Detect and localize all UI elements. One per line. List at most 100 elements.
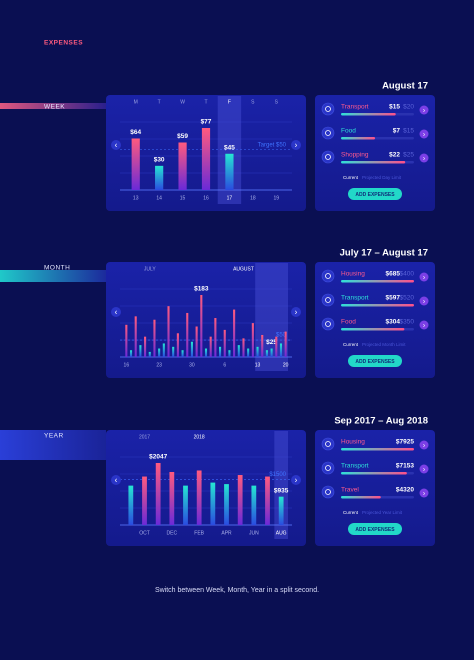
bar [270, 348, 273, 357]
bar [125, 324, 128, 357]
progress-bar [341, 137, 376, 140]
item-arrow-glyph[interactable]: › [423, 131, 426, 138]
item-name: Food [341, 128, 356, 135]
bar [225, 153, 234, 190]
add-button[interactable] [348, 355, 402, 367]
item-arrow[interactable] [419, 320, 429, 330]
item-amount: $7153 [396, 463, 414, 470]
progress-bar [341, 496, 381, 499]
item-arrow-glyph[interactable]: › [423, 442, 426, 449]
bar [148, 351, 151, 357]
nav-arrow[interactable]: ‹ [115, 141, 118, 150]
bottom-label: 15 [180, 195, 186, 201]
item-arrow[interactable] [419, 153, 429, 163]
item-arrow[interactable] [419, 440, 429, 450]
bar [279, 343, 283, 357]
add-button-label[interactable]: ADD EXPENSES [355, 192, 395, 198]
nav-button[interactable] [291, 140, 301, 150]
progress-bar [341, 280, 414, 283]
bar [209, 336, 212, 357]
item-icon-glyph [325, 465, 331, 471]
heading: August 17 [382, 81, 428, 92]
bottom-label: 20 [283, 362, 289, 368]
item-arrow-glyph[interactable]: › [423, 490, 426, 497]
bottom-label: 18 [250, 195, 256, 201]
item-arrow[interactable] [419, 296, 429, 306]
nav-button[interactable] [111, 307, 121, 317]
nav-arrow[interactable]: › [295, 476, 298, 485]
top-label: AUGUST [233, 266, 254, 272]
item-icon-glyph [325, 106, 331, 112]
progress-bar [341, 304, 414, 307]
item-arrow[interactable] [419, 105, 429, 115]
nav-button[interactable] [111, 475, 121, 485]
item-amount: $15 [389, 104, 400, 111]
add-button[interactable] [348, 188, 402, 200]
heading: Sep 2017 – Aug 2018 [334, 416, 428, 427]
item-arrow[interactable] [419, 464, 429, 474]
bar [131, 138, 140, 190]
top-label: S [275, 99, 279, 105]
bar [242, 338, 245, 357]
item-limit: $25 [403, 152, 414, 159]
add-button-label[interactable]: ADD EXPENSES [355, 359, 395, 365]
item-limit: $400 [400, 271, 415, 278]
top-label: 2017 [139, 434, 150, 440]
tab[interactable] [0, 430, 106, 460]
bar [178, 142, 187, 190]
add-button[interactable] [348, 523, 402, 535]
legend-limit: Projected Month Limit [362, 342, 406, 347]
target-label: $50 [276, 333, 287, 339]
item-arrow-glyph[interactable]: › [423, 274, 426, 281]
nav-button[interactable] [111, 140, 121, 150]
nav-button[interactable] [291, 475, 301, 485]
legend-current: Current [343, 342, 359, 347]
chart-panel [106, 262, 306, 378]
item-limit: $20 [403, 104, 414, 111]
nav-arrow[interactable]: › [295, 141, 298, 150]
item-arrow[interactable] [419, 488, 429, 498]
bar [265, 476, 270, 525]
nav-button[interactable] [291, 307, 301, 317]
nav-arrow[interactable]: › [295, 308, 298, 317]
item-arrow-glyph[interactable]: › [423, 466, 426, 473]
item-arrow-glyph[interactable]: › [423, 298, 426, 305]
item-name: Food [341, 319, 356, 326]
bar [284, 331, 287, 357]
nav-arrow[interactable]: ‹ [115, 476, 118, 485]
item-arrow[interactable] [419, 272, 429, 282]
item-arrow-glyph[interactable]: › [423, 107, 426, 114]
bar [169, 471, 175, 525]
item-icon-glyph [325, 154, 331, 160]
nav-arrow[interactable]: ‹ [115, 308, 118, 317]
item-limit: $350 [400, 319, 415, 326]
bottom-label: DEC [167, 530, 178, 536]
bottom-label: 30 [189, 362, 195, 368]
item-arrow-glyph[interactable]: › [423, 322, 426, 329]
item-arrow[interactable] [419, 129, 429, 139]
bar [247, 348, 250, 357]
top-label: M [134, 99, 138, 105]
item-icon-glyph [325, 489, 331, 495]
bar [162, 343, 165, 357]
tab[interactable] [0, 270, 106, 282]
legend-current: Current [343, 510, 359, 515]
target-label: Target $50 [258, 142, 287, 148]
add-button-label[interactable]: ADD EXPENSES [355, 527, 395, 533]
bar [186, 312, 189, 357]
bar [201, 128, 211, 190]
bar [275, 336, 278, 357]
value-label: $2047 [149, 454, 167, 461]
bar [233, 309, 236, 357]
item-name: Travel [341, 487, 359, 494]
side-panel [315, 430, 435, 546]
bar [223, 329, 226, 357]
bar [219, 346, 222, 357]
bar [237, 345, 240, 357]
item-icon-glyph [325, 297, 331, 303]
tab[interactable] [0, 103, 106, 109]
item-icon [321, 150, 335, 164]
item-limit: $520 [400, 295, 415, 302]
item-amount: $685 [386, 271, 401, 278]
item-arrow-glyph[interactable]: › [423, 155, 426, 162]
